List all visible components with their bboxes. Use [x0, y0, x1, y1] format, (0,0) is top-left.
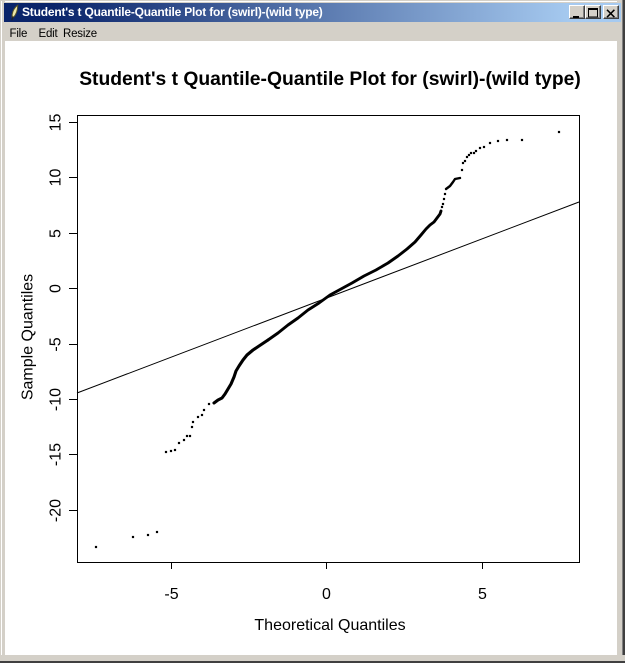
svg-text:-15: -15 — [48, 443, 65, 466]
svg-text:5: 5 — [48, 229, 65, 238]
svg-text:5: 5 — [478, 586, 487, 603]
svg-text:0: 0 — [322, 586, 331, 603]
svg-text:-5: -5 — [48, 337, 65, 351]
svg-text:Theoretical Quantiles: Theoretical Quantiles — [254, 617, 405, 634]
svg-text:-5: -5 — [164, 586, 178, 603]
svg-text:-10: -10 — [48, 388, 65, 411]
svg-text:0: 0 — [48, 284, 65, 293]
svg-text:Sample Quantiles: Sample Quantiles — [20, 274, 37, 400]
svg-text:-20: -20 — [48, 499, 65, 522]
svg-text:10: 10 — [48, 169, 65, 187]
svg-text:15: 15 — [48, 114, 65, 132]
